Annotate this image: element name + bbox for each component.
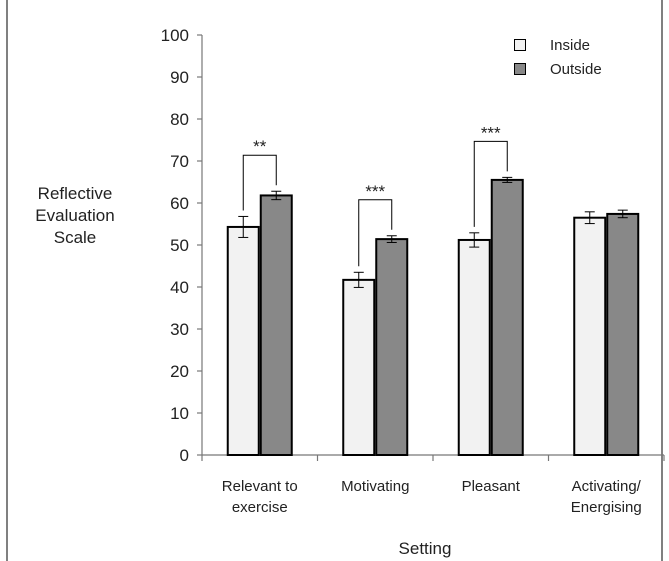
- y-axis-label-line: Scale: [53, 228, 97, 247]
- y-tick-label: 10: [170, 404, 189, 423]
- x-axis-label: Setting: [398, 539, 452, 558]
- legend-label-inside: Inside: [550, 36, 591, 54]
- legend-swatch-inside: [514, 39, 526, 51]
- bar-outside: [490, 178, 524, 456]
- significance-bracket: [473, 140, 508, 227]
- x-category-label: Activating/Energising: [546, 476, 666, 518]
- y-tick-label: 90: [170, 68, 189, 87]
- y-axis-label-line: Reflective: [37, 184, 113, 203]
- y-axis-label: Reflective Evaluation Scale: [20, 183, 130, 249]
- bar-inside: [342, 278, 376, 456]
- y-tick-label: 50: [170, 236, 189, 255]
- y-tick-label: 70: [170, 152, 189, 171]
- legend: Inside Outside: [514, 34, 602, 82]
- y-tick-label: 40: [170, 278, 189, 297]
- significance-label: ***: [481, 123, 501, 142]
- x-category-label-line: Pleasant: [461, 478, 520, 495]
- x-category-label-line: Energising: [570, 499, 642, 516]
- significance-label: ***: [365, 182, 385, 201]
- y-tick-label: 0: [180, 446, 189, 465]
- y-tick-label: 20: [170, 362, 189, 381]
- bar-outside: [606, 212, 640, 456]
- y-tick-label: 60: [170, 194, 189, 213]
- x-category-label: Motivating: [315, 476, 435, 497]
- significance-label: **: [253, 137, 267, 156]
- y-tick-label: 80: [170, 110, 189, 129]
- legend-label-outside: Outside: [550, 60, 602, 78]
- legend-swatch-outside: [514, 63, 526, 75]
- bar-inside: [457, 238, 491, 456]
- x-category-label-line: Motivating: [341, 478, 410, 495]
- y-tick-label: 30: [170, 320, 189, 339]
- bar-inside: [573, 216, 607, 456]
- legend-item-inside: Inside: [514, 34, 602, 56]
- x-category-label-line: Activating/: [571, 478, 641, 495]
- x-category-label: Pleasant: [431, 476, 551, 497]
- significance-bracket: [242, 154, 277, 211]
- bar-outside: [259, 194, 293, 456]
- significance-bracket: [358, 199, 393, 267]
- x-category-label: Relevant to exercise: [200, 476, 320, 518]
- bar-inside: [226, 225, 260, 456]
- x-category-label-line: Relevant to: [221, 478, 298, 495]
- x-category-label-line: exercise: [231, 499, 288, 516]
- legend-item-outside: Outside: [514, 58, 602, 80]
- y-tick-label: 100: [161, 26, 189, 45]
- bar-outside: [375, 238, 409, 456]
- y-axis-label-line: Evaluation: [35, 206, 115, 225]
